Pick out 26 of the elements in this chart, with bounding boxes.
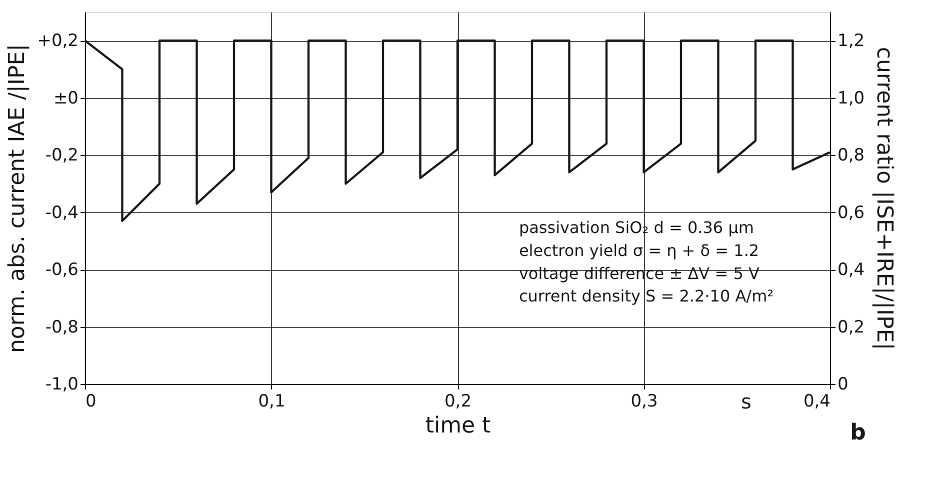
y-tick-label: -1,0 [45,374,78,394]
y-axis-title: norm. abs. current IAE /|IPE| [5,44,30,354]
y-tick-label: -0,8 [45,317,78,338]
x-axis-title: time t [425,414,492,438]
x-tick-label: 0,2 [444,392,472,412]
annotation: current density S = 2.2·10 A/m² [518,286,774,306]
y2-tick-label: 0,4 [838,260,865,280]
y-tick-label: -0,2 [45,146,78,166]
text: s [740,390,752,414]
y2-tick-label: 0,8 [838,146,865,166]
x-tick-label: 0,4 [803,392,830,412]
y2-tick-label: 0,6 [838,202,865,223]
y-tick-label: +0,2 [37,31,78,52]
y-tick-label: -0,6 [45,260,78,280]
y2-axis-title: current ratio |ISE+IRE|/|IPE| [872,46,897,350]
annotation: electron yield σ = η + δ = 1.2 [518,240,760,260]
x-tick-label: 0 [86,392,96,412]
y2-tick-label: 1,2 [838,31,865,52]
x-tick-label: 0,1 [258,392,286,412]
y2-tick-label: 1,0 [838,88,865,108]
y-tick-label: -0,4 [45,202,78,223]
y2-tick-label: 0,2 [838,317,865,338]
y-tick-label: ±0 [53,88,78,108]
text: b [850,420,866,446]
x-tick-label: 0,3 [630,392,658,412]
y2-tick-label: 0 [838,374,848,394]
